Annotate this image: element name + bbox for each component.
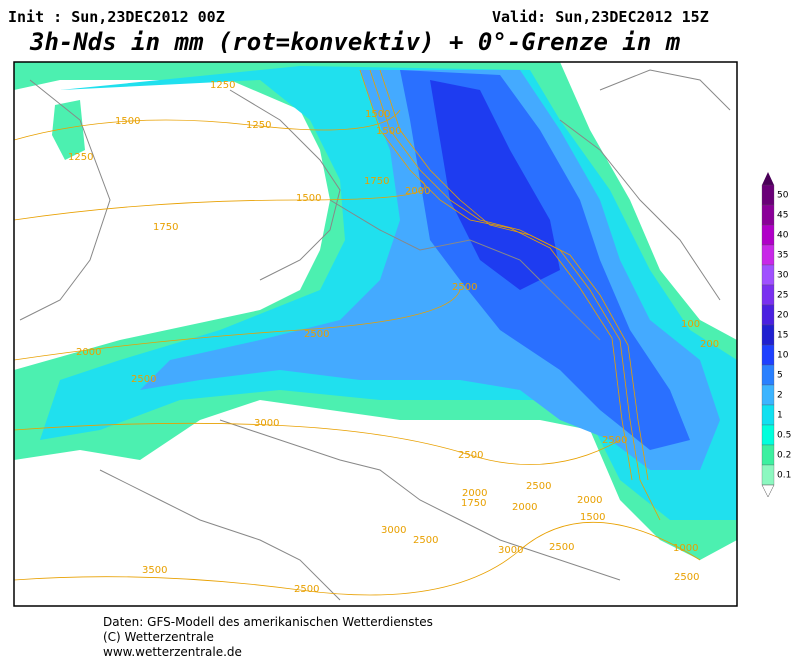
contour-label: 100 — [681, 319, 700, 330]
colorbar-swatch — [761, 284, 775, 306]
footer-url: www.wetterzentrale.de — [103, 645, 242, 659]
colorbar-label: 10 — [777, 351, 789, 361]
contour-label: 2500 — [526, 481, 551, 492]
contour-label: 2500 — [602, 435, 627, 446]
colorbar-swatch — [761, 224, 775, 246]
contour-label: 2000 — [577, 495, 602, 506]
contour-label: 1500 — [376, 126, 401, 137]
contour-label: 3000 — [381, 525, 406, 536]
contour-label: 3500 — [142, 565, 167, 576]
colorbar-swatch — [761, 184, 775, 206]
contour-label: 1000 — [673, 543, 698, 554]
contour-label: 2500 — [131, 374, 156, 385]
init-time: Init : Sun,23DEC2012 00Z — [8, 8, 225, 26]
contour-label: 1500 — [115, 116, 140, 127]
map-frame — [13, 61, 738, 607]
contour-label: 1500 — [365, 109, 390, 120]
colorbar-label: 30 — [777, 271, 789, 281]
contour-label: 1750 — [153, 222, 178, 233]
colorbar-swatch — [761, 404, 775, 426]
contour-label: 2000 — [405, 186, 430, 197]
contour-label: 1250 — [68, 152, 93, 163]
contour-label: 1250 — [246, 120, 271, 131]
colorbar-label: 35 — [777, 251, 788, 261]
contour-label: 1500 — [296, 193, 321, 204]
valid-time: Valid: Sun,23DEC2012 15Z — [492, 8, 709, 26]
contour-label: 2000 — [76, 347, 101, 358]
colorbar-label: 20 — [777, 311, 789, 321]
contour-label: 2500 — [458, 450, 483, 461]
footer-source: Daten: GFS-Modell des amerikanischen Wet… — [103, 615, 433, 629]
colorbar-label: 50 — [777, 191, 789, 201]
colorbar-tip — [762, 172, 774, 185]
contour-label: 2500 — [452, 282, 477, 293]
contour-label: 200 — [700, 339, 719, 350]
colorbar-swatch — [761, 324, 775, 346]
contour-label: 1750 — [364, 176, 389, 187]
colorbar-tip — [761, 484, 775, 498]
colorbar-label: 0.1 — [777, 471, 791, 481]
contour-label: 1750 — [461, 498, 486, 509]
contour-label: 2500 — [413, 535, 438, 546]
colorbar-label: 0.5 — [777, 431, 791, 441]
colorbar-label: 15 — [777, 331, 788, 341]
contour-label: 1250 — [210, 80, 235, 91]
contour-label: 2000 — [512, 502, 537, 513]
colorbar-label: 2 — [777, 391, 783, 401]
colorbar-swatch — [761, 444, 775, 466]
contour-label: 3000 — [498, 545, 523, 556]
colorbar-label: 40 — [777, 231, 789, 241]
contour-label: 1500 — [580, 512, 605, 523]
contour-label: 3000 — [254, 418, 279, 429]
contour-label: 2500 — [674, 572, 699, 583]
colorbar-swatch — [761, 304, 775, 326]
contour-label: 2500 — [549, 542, 574, 553]
colorbar-swatch — [761, 344, 775, 366]
colorbar-swatch — [761, 364, 775, 386]
colorbar-swatch — [761, 424, 775, 446]
colorbar-swatch — [761, 384, 775, 406]
footer-copyright: (C) Wetterzentrale — [103, 630, 214, 644]
map-title: 3h-Nds in mm (rot=konvektiv) + 0°-Grenze… — [29, 28, 681, 56]
colorbar-label: 25 — [777, 291, 788, 301]
contour-label: 2500 — [304, 329, 329, 340]
colorbar-label: 0.2 — [777, 451, 791, 461]
colorbar-swatch — [761, 264, 775, 286]
contour-label: 2000 — [462, 488, 487, 499]
colorbar-label: 1 — [777, 411, 783, 421]
colorbar-label: 45 — [777, 211, 788, 221]
colorbar-swatch — [761, 244, 775, 266]
colorbar-swatch — [761, 204, 775, 226]
colorbar-swatch — [761, 464, 775, 486]
colorbar-label: 5 — [777, 371, 783, 381]
contour-label: 2500 — [294, 584, 319, 595]
